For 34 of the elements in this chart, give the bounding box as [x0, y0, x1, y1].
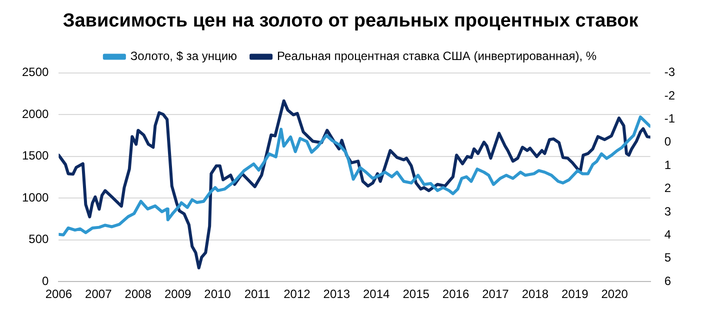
x-tick-label: 2013	[323, 287, 350, 302]
x-tick-label: 2010	[204, 287, 232, 302]
y-tick-label: 2000	[22, 106, 50, 121]
y2-tick-label: 5	[664, 250, 672, 265]
x-tick-label: 2006	[45, 287, 72, 302]
x-tick-label: 2019	[562, 287, 589, 302]
y2-tick-label: -3	[664, 65, 676, 80]
y2-tick-label: 3	[664, 204, 672, 218]
x-tick-label: 2017	[482, 287, 510, 302]
y2-tick-label: -1	[664, 112, 676, 126]
y-tick-label: 2500	[22, 65, 50, 80]
legend-label: Реальная процентная ставка США (инвертированная), %	[277, 49, 597, 64]
legend-label: Золото, $ за унцию	[130, 49, 238, 64]
x-tick-label: 2008	[124, 287, 152, 302]
y2-tick-label: -2	[664, 88, 676, 102]
y2-tick-label: 6	[664, 274, 672, 288]
y2-tick-label: 4	[664, 228, 672, 242]
x-tick-label: 2018	[522, 287, 549, 302]
x-tick-label: 2020	[601, 287, 628, 302]
x-tick-label: 2014	[363, 287, 390, 302]
x-tick-label: 2011	[244, 287, 270, 302]
y2-tick-label: 2	[664, 181, 672, 196]
y-tick-label: 1000	[22, 190, 50, 204]
y2-tick-label: 1	[664, 158, 672, 172]
y-tick-label: 1500	[22, 148, 50, 163]
x-tick-label: 2009	[164, 287, 192, 302]
y-tick-label: 0	[42, 274, 50, 288]
x-tick-label: 2012	[284, 287, 311, 302]
y-tick-label: 500	[28, 232, 50, 246]
x-tick-label: 2007	[85, 287, 112, 302]
x-tick-label: 2016	[442, 287, 470, 302]
chart-title: Зависимость цен на золото от реальных процентных ставок	[62, 10, 639, 32]
y2-tick-label: 0	[664, 134, 672, 149]
x-tick-label: 2015	[402, 287, 430, 302]
